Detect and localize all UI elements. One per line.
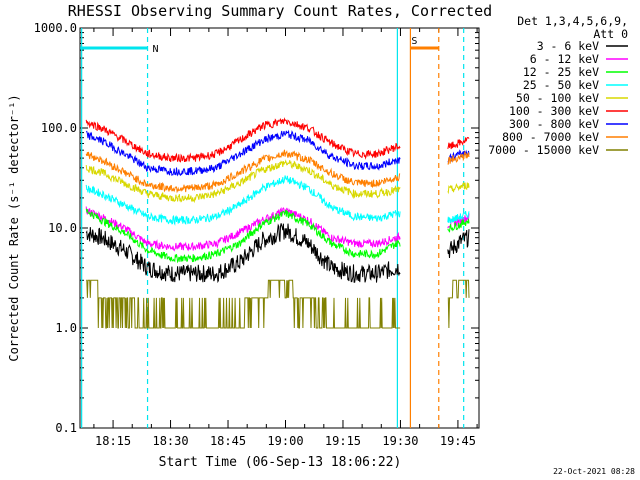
x-tick-label: 19:00: [267, 434, 303, 448]
y-axis-label: Corrected Count Rate (s⁻¹ detector⁻¹): [7, 94, 21, 361]
series-line: [86, 279, 470, 329]
series-line: [85, 208, 470, 264]
x-tick-label: 19:30: [382, 434, 418, 448]
legend-label: 7000 - 15000 keV: [488, 143, 599, 157]
legend-label: 3 - 6 keV: [537, 39, 599, 53]
legend-header-detectors: Det 1,3,4,5,6,9,: [517, 14, 628, 28]
y-tick-label: 10.0: [48, 221, 77, 235]
night-marker-label: N: [153, 44, 159, 55]
legend-label: 25 - 50 keV: [523, 78, 599, 92]
series-line: [85, 175, 470, 226]
y-tick-labels: 0.1 1.0 10.0 100.0 1000.0: [34, 21, 77, 435]
y-tick-label: 1000.0: [34, 21, 77, 35]
legend-label: 50 - 100 keV: [516, 91, 599, 105]
plot-area: NS: [79, 27, 480, 429]
legend-label: 300 - 800 keV: [509, 117, 599, 131]
saa-marker-label: S: [411, 36, 417, 47]
y-tick-label: 1.0: [55, 321, 77, 335]
y-tick-label: 0.1: [55, 421, 77, 435]
series-line: [85, 159, 470, 204]
x-tick-label: 18:30: [152, 434, 188, 448]
series-line: [85, 149, 470, 194]
x-tick-label: 19:15: [325, 434, 361, 448]
y-tick-label: 100.0: [41, 121, 77, 135]
plot-frame: [79, 27, 480, 429]
generation-timestamp: 22-Oct-2021 08:28: [553, 467, 635, 476]
series-line: [85, 117, 470, 163]
x-tick-labels: 18:15 18:30 18:45 19:00 19:15 19:30 19:45: [95, 434, 476, 448]
x-tick-label: 18:45: [210, 434, 246, 448]
legend-label: 12 - 25 keV: [523, 65, 599, 79]
legend-label: 800 - 7000 keV: [502, 130, 599, 144]
x-tick-label: 18:15: [95, 434, 131, 448]
series-line: [85, 223, 470, 284]
x-tick-label: 19:45: [440, 434, 476, 448]
legend-header-attenuator: Att 0: [593, 27, 628, 41]
series-line: [85, 129, 470, 177]
legend-label: 6 - 12 keV: [530, 52, 599, 66]
x-axis-label: Start Time (06-Sep-13 18:06:22): [159, 455, 402, 470]
legend-label: 100 - 300 keV: [509, 104, 599, 118]
chart-title: RHESSI Observing Summary Count Rates, Co…: [68, 2, 492, 20]
